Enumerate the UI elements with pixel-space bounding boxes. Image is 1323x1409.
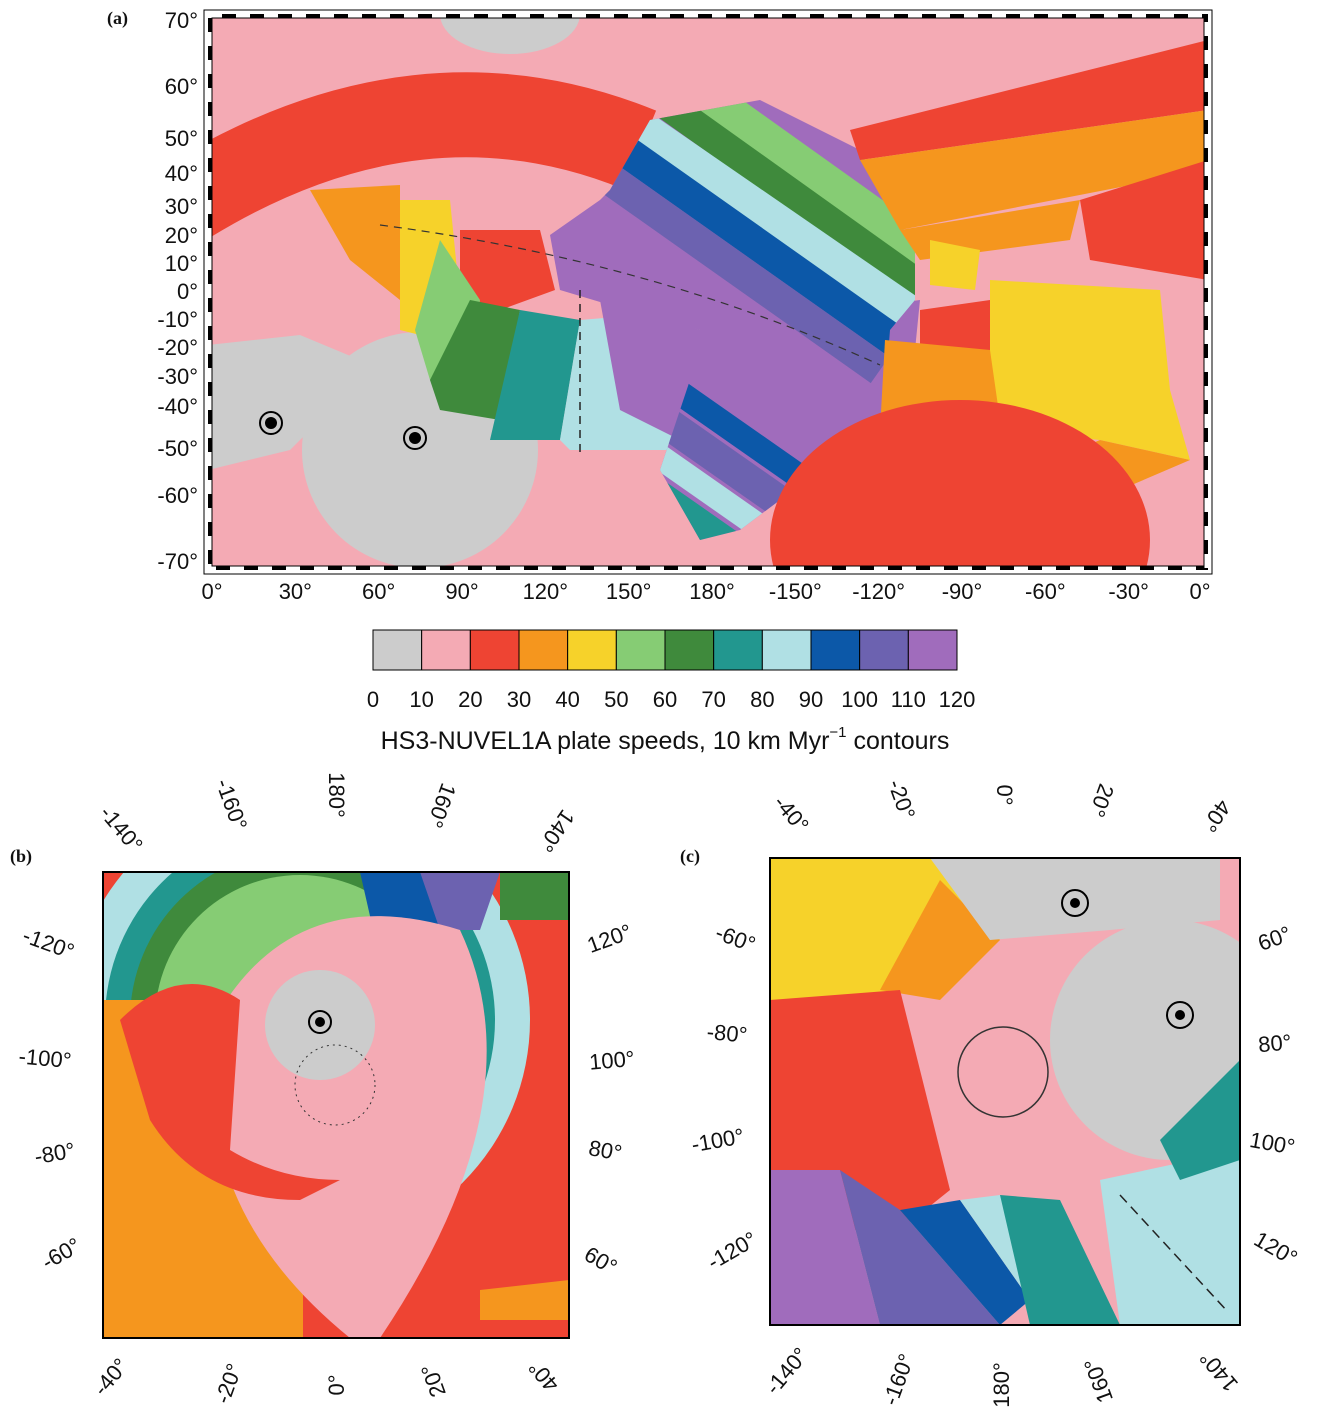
- coordinate-label: 40°: [1197, 795, 1237, 837]
- lat-label: 20°: [165, 223, 198, 248]
- lon-label: 60°: [362, 579, 395, 604]
- coordinate-label: 60°: [1255, 921, 1295, 956]
- lon-label: -90°: [942, 579, 983, 604]
- coordinate-label: -80°: [706, 1019, 749, 1047]
- coordinate-label: 0°: [324, 1374, 349, 1395]
- colorbar-tick-label: 100: [841, 687, 878, 712]
- coordinate-label: 180°: [324, 772, 349, 818]
- color-swatch: [811, 630, 860, 670]
- coordinate-label: -20°: [210, 1360, 247, 1407]
- panel-label: (b): [10, 846, 32, 867]
- colorbar-tick-label: 110: [891, 687, 926, 712]
- lat-label: -60°: [157, 483, 198, 508]
- coordinate-label: 40°: [523, 1355, 564, 1397]
- title-text: contours: [847, 727, 950, 755]
- coordinate-label: 160°: [422, 780, 461, 831]
- colorbar-tick-label: 30: [507, 687, 531, 712]
- coordinate-label: -80°: [33, 1138, 77, 1170]
- lat-label: -30°: [157, 364, 198, 389]
- color-swatch: [908, 630, 957, 670]
- coordinate-label: 180°: [989, 1362, 1014, 1408]
- color-swatch: [568, 630, 617, 670]
- colorbar-tick-label: 60: [653, 687, 677, 712]
- panel-label: (a): [107, 8, 128, 29]
- colorbar-tick-label: 40: [555, 687, 579, 712]
- coordinate-label: 0°: [992, 784, 1017, 805]
- coordinate-label: 80°: [587, 1135, 624, 1165]
- map-c: [770, 858, 1290, 1325]
- coordinate-label: 100°: [588, 1046, 636, 1075]
- lon-label: -120°: [852, 579, 905, 604]
- coordinate-label: -120°: [19, 923, 77, 965]
- lat-label: 40°: [165, 161, 198, 186]
- lon-label: 120°: [523, 579, 569, 604]
- coordinate-label: 60°: [580, 1241, 621, 1279]
- lon-label: 30°: [279, 579, 312, 604]
- lat-label: 60°: [165, 74, 198, 99]
- colorbar-tick-label: 120: [939, 687, 976, 712]
- color-swatch: [714, 630, 763, 670]
- lon-label: -30°: [1108, 579, 1149, 604]
- coordinate-label: -100°: [18, 1044, 73, 1074]
- colorbar-tick-label: 50: [604, 687, 628, 712]
- lon-label: 150°: [606, 579, 652, 604]
- lat-label: 70°: [165, 8, 198, 33]
- coordinate-label: -20°: [883, 776, 920, 823]
- coordinate-label: 80°: [1257, 1029, 1292, 1057]
- lon-label: -150°: [769, 579, 822, 604]
- lon-label: 0°: [201, 579, 222, 604]
- lat-label: 30°: [165, 194, 198, 219]
- coordinate-label: -140°: [95, 801, 148, 858]
- color-swatch: [470, 630, 519, 670]
- color-swatch: [665, 630, 714, 670]
- coordinate-label: -140°: [760, 1343, 813, 1400]
- title-sup: −1: [829, 724, 846, 741]
- color-swatch: [519, 630, 568, 670]
- lon-label: 0°: [1189, 579, 1210, 604]
- coordinate-label: 20°: [1084, 781, 1119, 821]
- coordinate-label: 120°: [1250, 1226, 1302, 1270]
- coordinate-label: -40°: [769, 790, 814, 837]
- lat-label: -70°: [157, 549, 198, 574]
- colorbar-tick-label: 20: [458, 687, 482, 712]
- lon-label: -60°: [1025, 579, 1066, 604]
- coordinate-label: 140°: [533, 805, 580, 857]
- lat-label: 50°: [165, 126, 198, 151]
- page: (a) (b) (c) HS3-NUVEL1A plate speeds, 10…: [0, 0, 1323, 1409]
- coordinate-label: 140°: [1195, 1346, 1243, 1397]
- lat-label: 0°: [177, 279, 198, 304]
- color-swatch: [616, 630, 665, 670]
- coordinate-label: 100°: [1248, 1127, 1297, 1160]
- coordinate-label: -120°: [703, 1227, 761, 1275]
- figure: (a) (b) (c) HS3-NUVEL1A plate speeds, 10…: [0, 0, 1323, 1409]
- color-swatch: [860, 630, 909, 670]
- colorbar-title: HS3-NUVEL1A plate speeds, 10 km Myr−1 co…: [381, 724, 950, 755]
- colorbar-tick-label: 80: [750, 687, 774, 712]
- coordinate-label: 160°: [1079, 1355, 1118, 1406]
- lat-label: -20°: [157, 335, 198, 360]
- color-swatch: [762, 630, 811, 670]
- lat-label: -50°: [157, 436, 198, 461]
- coordinate-label: 120°: [584, 919, 635, 958]
- lat-label: 10°: [165, 251, 198, 276]
- colorbar-tick-label: 0: [367, 687, 379, 712]
- lat-label: -40°: [157, 394, 198, 419]
- lon-label: 90°: [445, 579, 478, 604]
- colorbar-tick-label: 90: [799, 687, 823, 712]
- coordinate-label: -100°: [690, 1123, 746, 1157]
- colorbar-tick-label: 70: [701, 687, 725, 712]
- colorbar-tick-label: 10: [409, 687, 433, 712]
- color-swatch: [373, 630, 422, 670]
- lon-label: 180°: [689, 579, 735, 604]
- panel-label: (c): [680, 846, 700, 867]
- title-text: HS3-NUVEL1A plate speeds, 10 km Myr: [381, 727, 830, 755]
- coordinate-label: -60°: [712, 920, 759, 957]
- color-swatch: [422, 630, 471, 670]
- coordinate-label: -160°: [878, 1350, 920, 1408]
- coordinate-label: 20°: [416, 1361, 451, 1401]
- lat-label: -10°: [157, 307, 198, 332]
- coordinate-label: -40°: [88, 1353, 133, 1400]
- coordinate-label: -160°: [211, 775, 253, 833]
- coordinate-label: -60°: [37, 1233, 85, 1275]
